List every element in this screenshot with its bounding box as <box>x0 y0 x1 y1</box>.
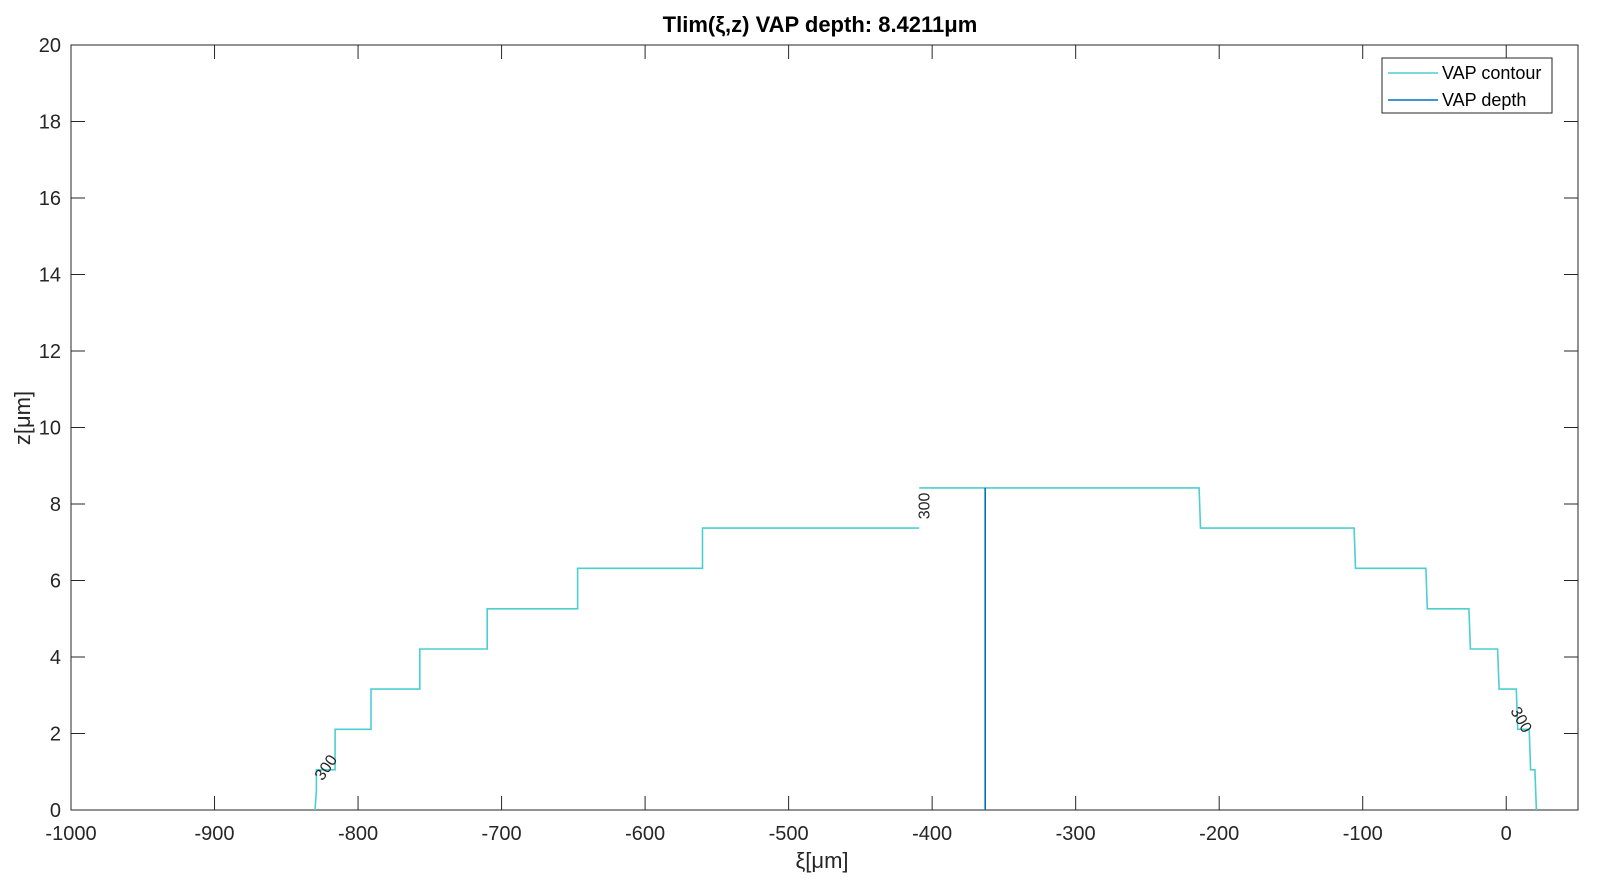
x-tick-label: -100 <box>1343 823 1383 845</box>
x-tick-label: 0 <box>1501 823 1512 845</box>
legend-box <box>1381 57 1553 114</box>
x-tick-label: -600 <box>625 823 665 845</box>
y-tick-label: 0 <box>50 800 61 822</box>
vap-contour-line <box>919 487 1538 811</box>
legend-entry: VAP contour <box>1442 63 1541 83</box>
legend-entry: VAP depth <box>1442 90 1526 110</box>
x-axis-label: ξ[μm] <box>795 848 848 873</box>
vap-contour-line <box>314 527 920 811</box>
y-tick-label: 14 <box>39 265 61 287</box>
y-tick-label: 20 <box>39 35 61 57</box>
x-tick-label: -500 <box>769 823 809 845</box>
y-tick-label: 2 <box>50 724 61 746</box>
y-tick-label: 12 <box>39 341 61 363</box>
y-tick-label: 18 <box>39 112 61 134</box>
y-axis-label: z[μm] <box>10 391 35 445</box>
x-tick-label: -800 <box>338 823 378 845</box>
x-tick-label: -200 <box>1199 823 1239 845</box>
y-tick-label: 8 <box>50 494 61 516</box>
y-tick-label: 10 <box>39 418 61 440</box>
x-tick-label: -400 <box>912 823 952 845</box>
y-tick-label: 4 <box>50 647 61 669</box>
chart-title: Tlim(ξ,z) VAP depth: 8.4211μm <box>663 12 978 37</box>
legend: VAP contour VAP depth <box>1381 57 1553 114</box>
x-tick-label: -1000 <box>45 823 96 845</box>
x-tick-label: -300 <box>1056 823 1096 845</box>
contour-label: 300 <box>1507 704 1535 736</box>
y-tick-label: 6 <box>50 571 61 593</box>
axes: -1000 -900 -800 -700 -600 -500 -400 -300 -200 -10… <box>39 35 1579 845</box>
x-tick-label: -900 <box>195 823 235 845</box>
plot-frame <box>70 44 1579 811</box>
contour-label: 300 <box>916 492 933 519</box>
x-tick-label: -700 <box>482 823 522 845</box>
y-tick-label: 16 <box>39 188 61 210</box>
